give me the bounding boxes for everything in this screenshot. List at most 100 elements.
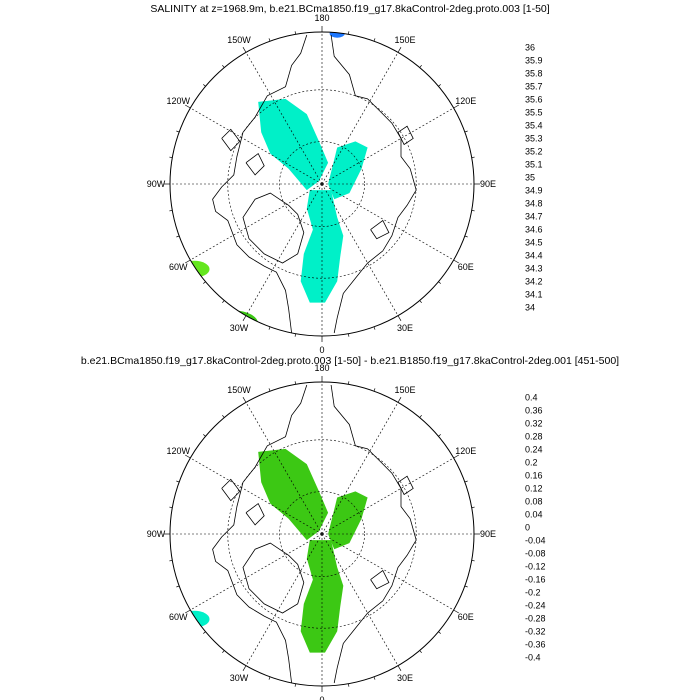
- boundary-tick: [176, 585, 180, 588]
- field-region: [328, 141, 368, 200]
- colorbar-label: 34.1: [525, 290, 543, 300]
- colorbar-label: 35.5: [525, 108, 543, 118]
- boundary-tick: [438, 84, 441, 87]
- meridian-line: [321, 183, 399, 316]
- meridian-line: [190, 107, 323, 185]
- colorbar-label: 0.4: [525, 393, 538, 403]
- colorbar-label: -0.04: [525, 536, 546, 546]
- boundary-tick: [397, 665, 402, 672]
- colorbar-label: 34.9: [525, 186, 543, 196]
- colorbar-label: -0.36: [525, 640, 546, 650]
- meridian-line: [190, 457, 323, 535]
- boundary-tick: [203, 84, 206, 87]
- boundary-tick: [169, 210, 173, 212]
- boundary-tick: [471, 560, 475, 562]
- boundary-tick: [242, 396, 247, 403]
- polar-map-1: 180 150E 120E 90E 60E 30E 0 30W 60W 90W 120W 150W 36…: [147, 13, 543, 355]
- boundary-tick: [348, 31, 350, 35]
- boundary-tick: [294, 31, 296, 35]
- colorbar-label: 35.4: [525, 121, 543, 131]
- boundary-tick: [184, 259, 191, 264]
- colorbar-label: 0.28: [525, 432, 543, 442]
- colorbar-label: 0.16: [525, 471, 543, 481]
- colorbar-label: -0.4: [525, 653, 541, 663]
- colorbar-label: 34.3: [525, 264, 543, 274]
- boundary-tick: [242, 46, 247, 53]
- coastline: [245, 152, 265, 176]
- boundary-tick: [348, 683, 350, 687]
- longitude-label: 150W: [227, 385, 251, 395]
- boundary-tick: [397, 315, 402, 322]
- longitude-label: 90W: [147, 529, 166, 539]
- colorbar-label: 0: [525, 523, 530, 533]
- longitude-label: 120E: [455, 446, 476, 456]
- colorbar-label: 34.8: [525, 199, 543, 209]
- latitude-circle: [227, 439, 417, 629]
- longitude-label: 180: [314, 363, 329, 373]
- boundary-tick: [419, 65, 422, 68]
- longitude-label: 90E: [480, 179, 496, 189]
- colorbar-label: 34: [525, 303, 535, 313]
- longitude-label: 150E: [394, 35, 415, 45]
- boundary-tick: [438, 631, 441, 634]
- coastline: [370, 219, 390, 240]
- boundary-tick: [222, 415, 225, 418]
- colorbar-label: 35.3: [525, 134, 543, 144]
- boundary-tick: [268, 38, 271, 42]
- colorbar-label: 35.9: [525, 56, 543, 66]
- boundary-tick: [453, 609, 460, 614]
- boundary-tick: [184, 104, 191, 109]
- longitude-label: 180: [314, 13, 329, 23]
- longitude-label: 120W: [166, 446, 190, 456]
- colorbar-label: 34.5: [525, 238, 543, 248]
- colorbar-label: 35.1: [525, 160, 543, 170]
- boundary-tick: [294, 381, 296, 385]
- boundary-tick: [268, 388, 271, 392]
- latitude-circle: [279, 491, 365, 577]
- colorbar-label: 36: [525, 43, 535, 53]
- colorbar-label: 0.24: [525, 445, 543, 455]
- boundary-tick: [453, 104, 460, 109]
- field-region: [258, 98, 329, 191]
- boundary-tick: [464, 480, 468, 483]
- meridian-line: [321, 52, 399, 185]
- meridian-line: [190, 183, 323, 261]
- latitude-circle: [227, 89, 417, 279]
- boundary-tick: [397, 46, 402, 53]
- longitude-label: 60W: [169, 612, 188, 622]
- meridian-line: [245, 402, 323, 535]
- colorbar-label: 35.7: [525, 82, 543, 92]
- colorbar-label: -0.08: [525, 549, 546, 559]
- longitude-label: 0: [319, 695, 324, 700]
- boundary-tick: [176, 480, 180, 483]
- boundary-tick: [169, 560, 173, 562]
- colorbar-label: 0.2: [525, 458, 538, 468]
- boundary-tick: [464, 585, 468, 588]
- map-2-title: b.e21.BCma1850.f19_g17.8kaControl-2deg.p…: [80, 355, 620, 367]
- meridian-line: [321, 402, 399, 535]
- meridian-line: [321, 457, 454, 535]
- colorbar-label: 0.32: [525, 419, 543, 429]
- colorbar-label: 0.12: [525, 484, 543, 494]
- colorbar-label: 34.4: [525, 251, 543, 261]
- boundary-tick: [169, 156, 173, 158]
- boundary-tick: [419, 415, 422, 418]
- boundary-tick: [222, 300, 225, 303]
- coastline: [212, 34, 308, 334]
- boundary-tick: [169, 506, 173, 508]
- colorbar-label: 34.6: [525, 225, 543, 235]
- coastline: [221, 478, 241, 502]
- boundary-tick: [184, 609, 191, 614]
- meridian-line: [245, 183, 323, 316]
- field-patch: [329, 32, 345, 38]
- colorbar-label: -0.28: [525, 614, 546, 624]
- boundary-tick: [373, 676, 376, 680]
- colorbar-2: 0.4 0.36 0.32 0.28 0.24 0.2 0.16 0.12 0.08 0.04 0 -…: [525, 393, 546, 663]
- coastline: [212, 384, 308, 684]
- field-region: [300, 190, 344, 303]
- colorbar-label: 0.36: [525, 406, 543, 416]
- boundary-tick: [471, 156, 475, 158]
- longitude-label: 120W: [166, 96, 190, 106]
- colorbar-label: 35.6: [525, 95, 543, 105]
